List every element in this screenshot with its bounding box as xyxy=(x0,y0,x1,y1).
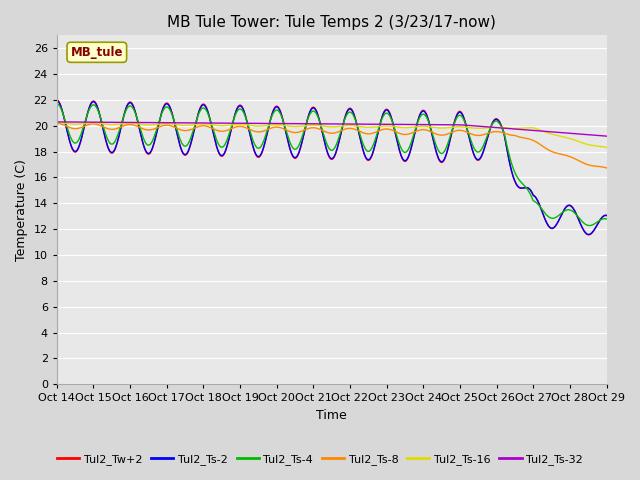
Text: MB_tule: MB_tule xyxy=(70,46,123,59)
Tul2_Ts-2 xyxy=(53,98,61,104)
Tul2_Tw+2 xyxy=(585,232,593,238)
Tul2_Ts-16 xyxy=(120,120,127,126)
Tul2_Tw+2 xyxy=(175,140,183,146)
X-axis label: Time: Time xyxy=(316,409,347,422)
Tul2_Ts-8 xyxy=(204,124,212,130)
Line: Tul2_Tw+2: Tul2_Tw+2 xyxy=(57,100,607,235)
Tul2_Ts-16 xyxy=(415,124,422,130)
Tul2_Ts-32 xyxy=(603,133,611,139)
Line: Tul2_Ts-16: Tul2_Ts-16 xyxy=(57,122,607,147)
Tul2_Ts-16 xyxy=(399,125,406,131)
Tul2_Ts-16 xyxy=(53,120,61,125)
Tul2_Ts-32 xyxy=(53,119,61,125)
Tul2_Tw+2 xyxy=(63,127,70,132)
Tul2_Ts-8 xyxy=(120,123,127,129)
Legend: Tul2_Tw+2, Tul2_Ts-2, Tul2_Ts-4, Tul2_Ts-8, Tul2_Ts-16, Tul2_Ts-32: Tul2_Tw+2, Tul2_Ts-2, Tul2_Ts-4, Tul2_Ts… xyxy=(52,450,588,469)
Tul2_Ts-4 xyxy=(603,216,611,222)
Tul2_Ts-2 xyxy=(63,127,70,132)
Tul2_Ts-4 xyxy=(586,223,593,228)
Tul2_Ts-16 xyxy=(603,144,611,150)
Tul2_Ts-8 xyxy=(63,123,70,129)
Tul2_Ts-16 xyxy=(63,120,70,126)
Tul2_Tw+2 xyxy=(399,156,406,162)
Tul2_Tw+2 xyxy=(603,212,611,218)
Tul2_Tw+2 xyxy=(53,97,61,103)
Title: MB Tule Tower: Tule Temps 2 (3/23/17-now): MB Tule Tower: Tule Temps 2 (3/23/17-now… xyxy=(167,15,496,30)
Tul2_Ts-2 xyxy=(585,231,593,237)
Tul2_Ts-8 xyxy=(175,126,183,132)
Tul2_Ts-4 xyxy=(204,111,212,117)
Tul2_Ts-8 xyxy=(415,128,422,133)
Y-axis label: Temperature (C): Temperature (C) xyxy=(15,159,28,261)
Tul2_Ts-4 xyxy=(120,115,127,120)
Tul2_Tw+2 xyxy=(415,116,422,121)
Tul2_Ts-2 xyxy=(204,110,212,116)
Tul2_Ts-32 xyxy=(175,120,183,126)
Tul2_Ts-32 xyxy=(399,121,406,127)
Tul2_Ts-32 xyxy=(415,121,422,127)
Tul2_Ts-16 xyxy=(204,121,212,127)
Tul2_Ts-4 xyxy=(63,123,70,129)
Line: Tul2_Ts-8: Tul2_Ts-8 xyxy=(57,123,607,168)
Tul2_Ts-16 xyxy=(175,122,183,128)
Tul2_Ts-32 xyxy=(120,120,127,125)
Tul2_Ts-32 xyxy=(204,120,212,126)
Tul2_Ts-2 xyxy=(175,140,183,145)
Tul2_Ts-4 xyxy=(399,147,406,153)
Tul2_Ts-8 xyxy=(399,132,406,137)
Tul2_Ts-8 xyxy=(53,120,61,126)
Tul2_Ts-4 xyxy=(175,134,183,140)
Line: Tul2_Ts-32: Tul2_Ts-32 xyxy=(57,122,607,136)
Tul2_Ts-4 xyxy=(53,101,61,107)
Tul2_Ts-2 xyxy=(603,213,611,218)
Tul2_Tw+2 xyxy=(204,109,212,115)
Tul2_Tw+2 xyxy=(120,115,127,120)
Tul2_Ts-2 xyxy=(415,116,422,122)
Tul2_Ts-32 xyxy=(63,119,70,125)
Tul2_Ts-8 xyxy=(603,165,611,171)
Tul2_Ts-2 xyxy=(399,156,406,161)
Line: Tul2_Ts-2: Tul2_Ts-2 xyxy=(57,101,607,234)
Tul2_Ts-4 xyxy=(415,118,422,123)
Line: Tul2_Ts-4: Tul2_Ts-4 xyxy=(57,104,607,226)
Tul2_Ts-2 xyxy=(120,115,127,120)
